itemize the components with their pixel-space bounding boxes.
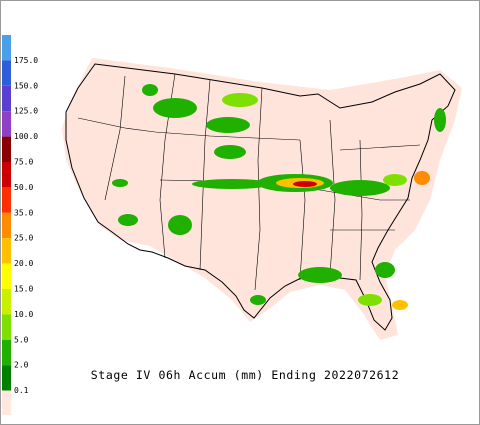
- colorbar-swatch: [2, 35, 11, 61]
- colorbar-label: 175.0: [14, 56, 38, 65]
- colorbar-label: 35.0: [14, 208, 33, 217]
- colorbar-label: 75.0: [14, 158, 33, 167]
- colorbar-label: 0.1: [14, 386, 29, 395]
- colorbar-swatch: [2, 238, 11, 264]
- colorbar-swatch: [2, 162, 11, 188]
- colorbar-label: 20.0: [14, 259, 33, 268]
- us-outline: [65, 63, 456, 331]
- precip-areas: [112, 84, 446, 310]
- colorbar-swatch: [2, 365, 11, 391]
- colorbar-label: 125.0: [14, 107, 38, 116]
- colorbar-swatch: [2, 289, 11, 315]
- colorbar-swatch: [2, 60, 11, 86]
- colorbar-swatch: [2, 187, 11, 213]
- map-title: Stage IV 06h Accum (mm) Ending 202207261…: [91, 368, 399, 382]
- colorbar-swatch: [2, 263, 11, 289]
- colorbar-swatch: [2, 314, 11, 340]
- colorbar-swatch: [2, 212, 11, 239]
- colorbar-swatch: [2, 85, 11, 112]
- colorbar: 175.0 150.0 125.0 100.0 75.0 50.0 35.0 25.0 20.0…: [2, 35, 38, 415]
- colorbar-swatch: [2, 390, 11, 415]
- colorbar-label: 2.0: [14, 361, 29, 370]
- state-lines: [77, 73, 421, 291]
- colorbar-label: 50.0: [14, 183, 33, 192]
- colorbar-label: 100.0: [14, 132, 38, 141]
- colorbar-label: 10.0: [14, 310, 33, 319]
- colorbar-swatch: [2, 339, 11, 366]
- colorbar-swatch: [2, 111, 11, 137]
- colorbar-label: 5.0: [14, 335, 29, 344]
- domain-area: [62, 58, 462, 340]
- colorbar-swatch: [2, 136, 11, 162]
- colorbar-label: 150.0: [14, 81, 38, 90]
- colorbar-label: 25.0: [14, 234, 33, 243]
- colorbar-label: 15.0: [14, 285, 33, 294]
